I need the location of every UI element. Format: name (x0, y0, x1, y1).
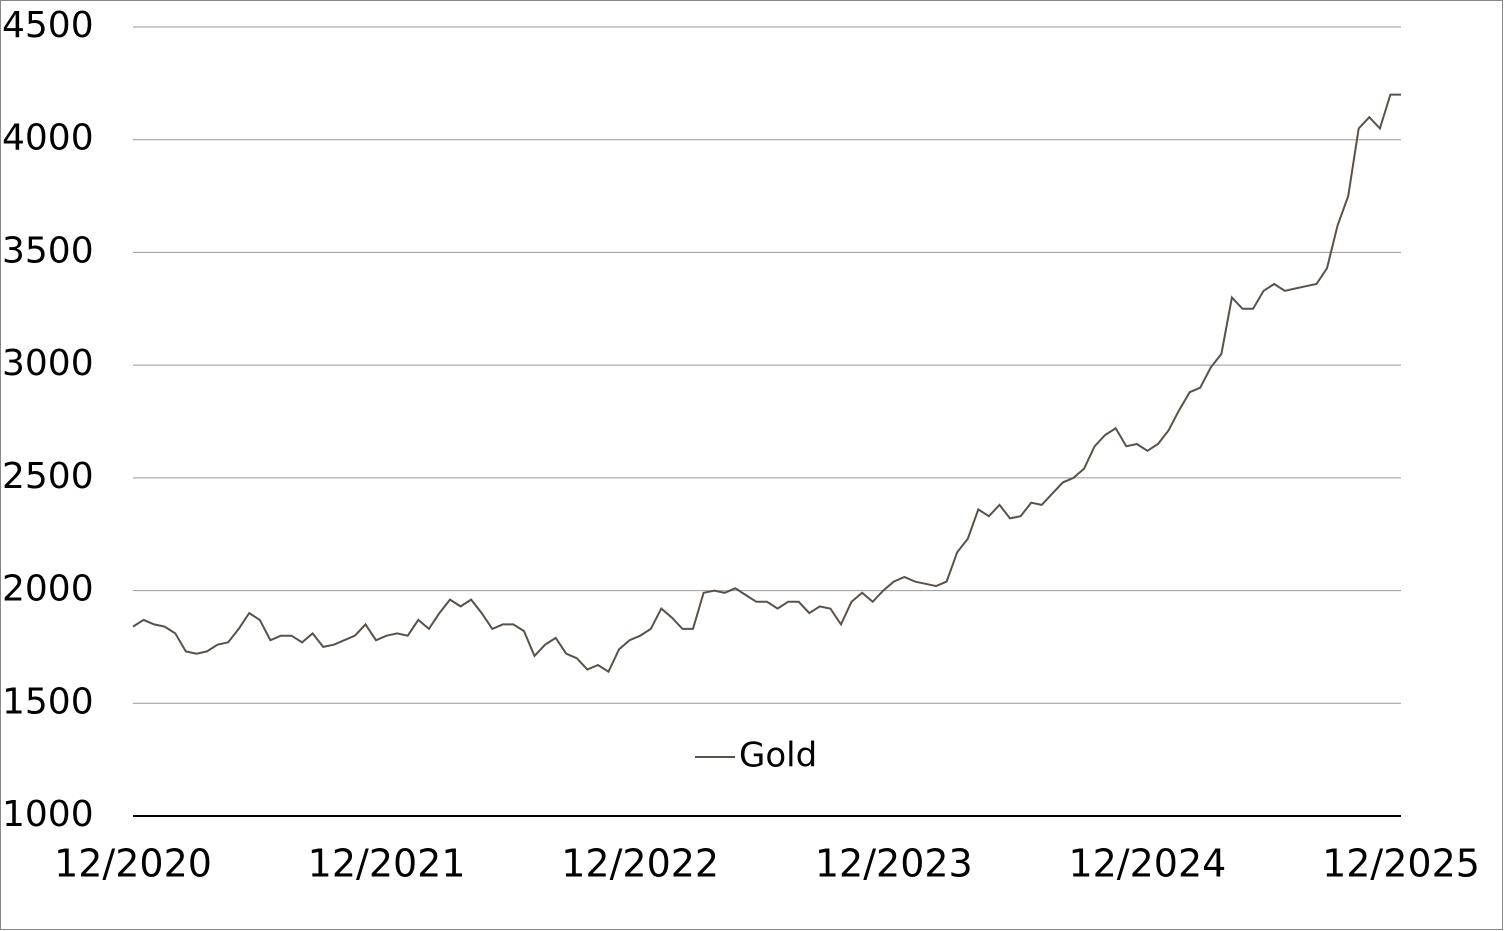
y-tick-label: 2500 (2, 456, 94, 497)
y-tick-label: 3000 (2, 343, 94, 384)
y-tick-label: 4000 (2, 118, 94, 159)
x-tick-label: 12/2022 (561, 842, 719, 886)
x-tick-label: 12/2021 (308, 842, 466, 886)
y-tick-label: 4500 (2, 5, 94, 46)
x-tick-label: 12/2023 (815, 842, 973, 886)
legend-label: Gold (739, 736, 817, 776)
x-tick-label: 12/2020 (54, 842, 212, 886)
y-tick-label: 1000 (2, 794, 94, 835)
y-tick-label: 3500 (2, 230, 94, 271)
y-tick-label: 1500 (2, 681, 94, 722)
y-tick-label: 2000 (2, 569, 94, 610)
x-tick-label: 12/2024 (1068, 842, 1226, 886)
line (132, 93, 1401, 674)
x-tick-label: 12/2025 (1322, 842, 1480, 886)
